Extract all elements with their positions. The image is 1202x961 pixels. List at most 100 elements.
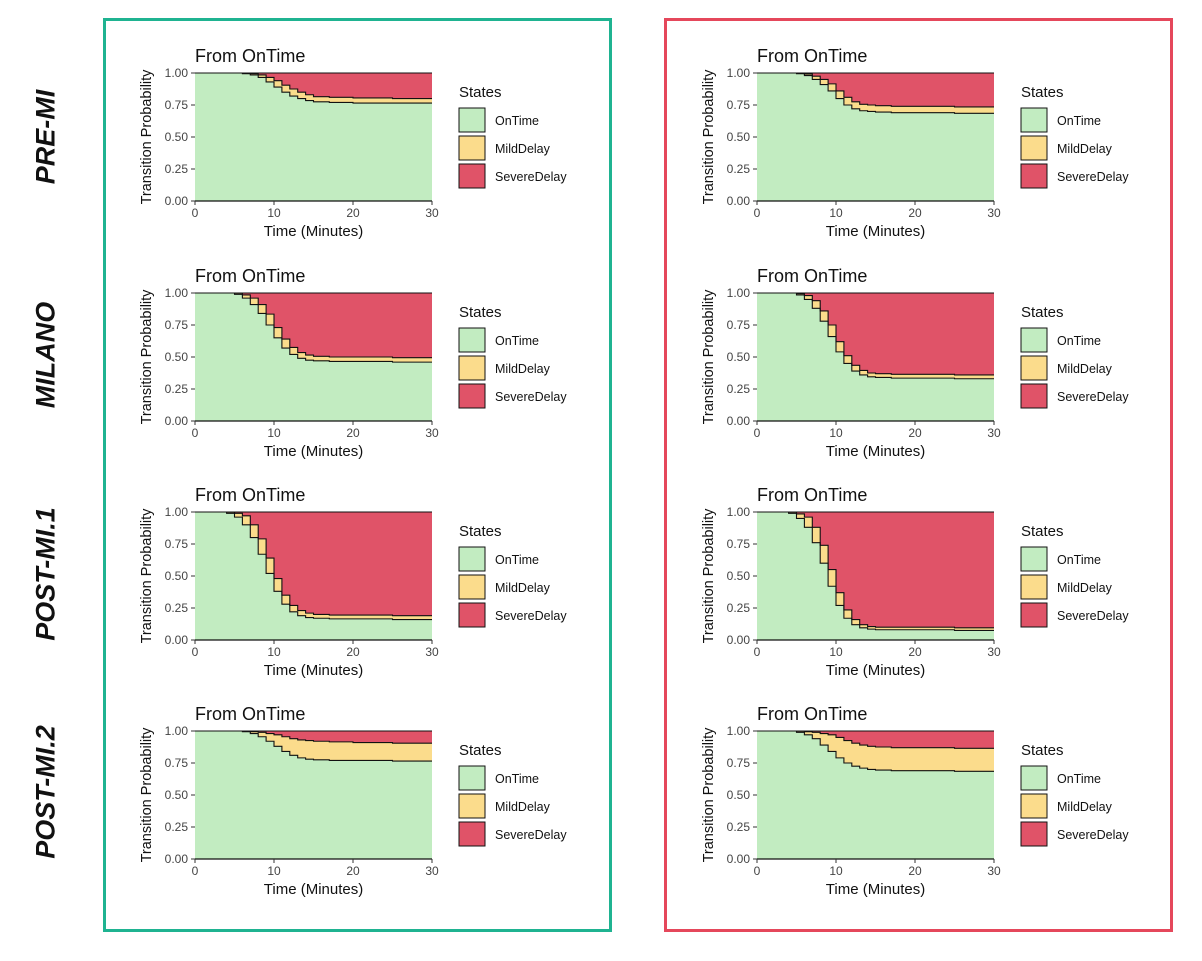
area-ontime — [195, 73, 432, 201]
boundary-ontime — [757, 730, 994, 772]
x-tick-label: 10 — [267, 206, 281, 220]
legend-label-ontime: OnTime — [1057, 553, 1101, 567]
x-tick-label: 20 — [346, 864, 360, 878]
chart-left-milano: From OnTime 0.00 0.25 0.50 0.75 1.00 0 10 20 30 Ti… — [139, 266, 567, 460]
boundary-milddelay — [195, 511, 432, 617]
y-tick-label: 0.50 — [727, 350, 751, 364]
x-tick-label: 20 — [346, 645, 360, 659]
area-severedelay — [195, 731, 432, 744]
legend-key-milddelay — [1020, 793, 1048, 819]
legend-key-milddelay — [1020, 574, 1048, 600]
legend-key-severedelay — [1020, 383, 1048, 409]
x-tick-label: 30 — [425, 645, 439, 659]
boundary-ontime — [195, 292, 432, 363]
y-tick-label: 0.50 — [727, 569, 751, 583]
legend-title: States — [1021, 742, 1064, 759]
chart-title: From OnTime — [195, 266, 305, 286]
legend-key-severedelay — [458, 163, 486, 189]
boundary-ontime — [757, 511, 994, 631]
y-tick-label: 1.00 — [165, 286, 189, 300]
y-axis-label: Transition Probability — [701, 727, 717, 863]
legend-key-severedelay — [1020, 821, 1048, 847]
y-tick-label: 0.25 — [727, 162, 751, 176]
chart-right-pre-mi: From OnTime 0.00 0.25 0.50 0.75 1.00 0 10 20 30 Ti… — [701, 46, 1129, 240]
y-tick-label: 1.00 — [165, 724, 189, 738]
x-tick-label: 30 — [425, 426, 439, 440]
y-tick-label: 1.00 — [165, 505, 189, 519]
boundary-ontime — [195, 730, 432, 762]
y-tick-label: 0.75 — [165, 756, 189, 770]
legend-title: States — [459, 304, 502, 321]
legend-key-ontime — [1020, 107, 1048, 133]
x-tick-label: 30 — [425, 206, 439, 220]
y-tick-label: 0.00 — [165, 414, 189, 428]
x-tick-label: 20 — [908, 645, 922, 659]
chart-title: From OnTime — [757, 46, 867, 66]
area-severedelay — [195, 73, 432, 99]
y-tick-label: 0.50 — [165, 350, 189, 364]
legend-label-milddelay: MildDelay — [1057, 581, 1113, 595]
x-tick-label: 30 — [987, 206, 1001, 220]
area-ontime — [757, 512, 994, 640]
legend-key-ontime — [458, 107, 486, 133]
x-tick-label: 10 — [267, 645, 281, 659]
area-ontime — [195, 293, 432, 421]
y-tick-label: 0.25 — [165, 820, 189, 834]
y-tick-label: 0.00 — [727, 194, 751, 208]
x-tick-label: 0 — [754, 206, 761, 220]
legend-key-ontime — [458, 765, 486, 791]
legend-label-severedelay: SevereDelay — [495, 170, 567, 184]
legend-key-ontime — [458, 546, 486, 572]
area-severedelay — [757, 731, 994, 749]
boundary-ontime — [195, 72, 432, 104]
boundary-ontime — [757, 72, 994, 114]
legend-label-milddelay: MildDelay — [1057, 362, 1113, 376]
x-axis-label: Time (Minutes) — [264, 662, 363, 679]
y-tick-label: 0.25 — [165, 601, 189, 615]
legend-label-ontime: OnTime — [495, 334, 539, 348]
y-tick-label: 1.00 — [165, 66, 189, 80]
y-tick-label: 0.50 — [165, 130, 189, 144]
legend-key-severedelay — [1020, 163, 1048, 189]
chart-title: From OnTime — [757, 485, 867, 505]
legend-key-milddelay — [458, 574, 486, 600]
legend-key-ontime — [1020, 546, 1048, 572]
y-tick-label: 0.25 — [727, 382, 751, 396]
x-tick-label: 10 — [829, 206, 843, 220]
y-tick-label: 0.50 — [165, 788, 189, 802]
legend-label-severedelay: SevereDelay — [495, 828, 567, 842]
legend-key-milddelay — [458, 135, 486, 161]
area-severedelay — [757, 512, 994, 628]
legend-key-severedelay — [1020, 602, 1048, 628]
area-ontime — [757, 293, 994, 421]
y-axis-label: Transition Probability — [139, 727, 155, 863]
x-tick-label: 30 — [987, 426, 1001, 440]
y-tick-label: 1.00 — [727, 66, 751, 80]
legend-key-severedelay — [458, 821, 486, 847]
chart-right-milano: From OnTime 0.00 0.25 0.50 0.75 1.00 0 10 20 30 Ti… — [701, 266, 1129, 460]
x-axis-label: Time (Minutes) — [826, 881, 925, 898]
y-tick-label: 0.25 — [727, 601, 751, 615]
area-ontime — [195, 512, 432, 640]
legend-label-ontime: OnTime — [495, 114, 539, 128]
y-tick-label: 0.75 — [165, 318, 189, 332]
y-tick-label: 0.00 — [727, 633, 751, 647]
legend-key-milddelay — [1020, 355, 1048, 381]
legend-label-severedelay: SevereDelay — [1057, 609, 1129, 623]
legend-key-ontime — [1020, 765, 1048, 791]
x-tick-label: 10 — [829, 426, 843, 440]
y-axis-label: Transition Probability — [701, 508, 717, 644]
legend-label-severedelay: SevereDelay — [1057, 390, 1129, 404]
x-tick-label: 10 — [267, 426, 281, 440]
chart-left-post-mi-1: From OnTime 0.00 0.25 0.50 0.75 1.00 0 10 20 30 Ti… — [139, 485, 567, 679]
legend-label-severedelay: SevereDelay — [1057, 828, 1129, 842]
x-tick-label: 0 — [754, 426, 761, 440]
legend-key-milddelay — [458, 355, 486, 381]
x-tick-label: 0 — [754, 645, 761, 659]
legend-label-ontime: OnTime — [1057, 334, 1101, 348]
area-ontime — [195, 731, 432, 859]
x-tick-label: 20 — [908, 206, 922, 220]
boundary-milddelay — [757, 730, 994, 749]
legend-label-milddelay: MildDelay — [495, 800, 551, 814]
boundary-ontime — [757, 292, 994, 380]
